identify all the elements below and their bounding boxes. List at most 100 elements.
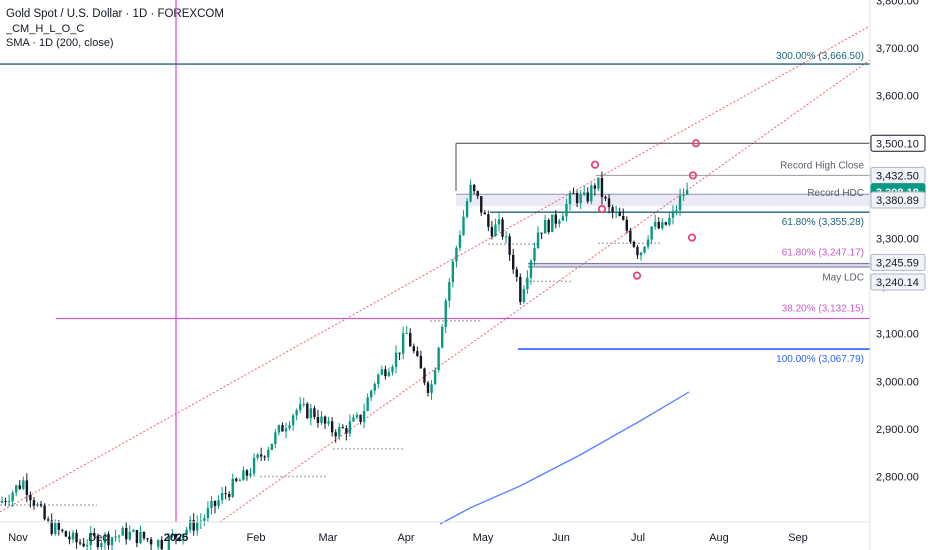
candle-body	[480, 196, 483, 213]
price-tag	[870, 253, 926, 271]
candle-body	[472, 184, 476, 192]
candle-body	[636, 246, 639, 256]
candle-body	[441, 326, 444, 348]
candle-body	[284, 428, 288, 432]
candle-body	[433, 370, 437, 385]
record-hdc-zone	[456, 194, 870, 207]
candle-body	[242, 470, 245, 481]
x-tick-label: Mar	[319, 532, 338, 544]
candle-body	[575, 193, 579, 204]
candle-body	[149, 539, 153, 545]
candle-body	[75, 532, 78, 543]
candle-body	[622, 216, 625, 220]
candle-body	[685, 189, 689, 195]
candle-body	[625, 219, 628, 231]
candle-body	[394, 352, 398, 367]
candle-body	[448, 282, 451, 301]
candle-body	[345, 428, 348, 434]
candle-body	[114, 536, 117, 538]
candle-body	[501, 219, 504, 237]
candle-body	[313, 408, 316, 418]
candle-body	[338, 427, 341, 437]
candle-body	[519, 276, 522, 303]
level-label: 61.80% (3,355.28)	[782, 217, 864, 228]
candle-body	[281, 425, 284, 432]
candle-body	[121, 527, 124, 536]
candle-body	[256, 454, 259, 458]
candle-body	[96, 535, 100, 547]
candle-body	[561, 216, 565, 221]
candle-body	[11, 492, 14, 502]
candle-body	[100, 543, 103, 547]
candle-body	[362, 410, 366, 422]
candle-body	[135, 530, 139, 544]
candle-body	[29, 494, 32, 501]
candle-body	[86, 545, 89, 547]
candle-body	[380, 369, 384, 375]
candle-body	[558, 220, 561, 224]
candle-body	[4, 501, 7, 503]
candle-body	[654, 222, 657, 227]
candle-body	[444, 300, 447, 327]
candle-body	[288, 425, 291, 429]
candle-body	[306, 403, 309, 419]
candle-body	[352, 417, 355, 422]
candle-body	[458, 235, 462, 248]
candle-body	[565, 203, 568, 217]
candle-body	[316, 417, 320, 423]
candle-body	[238, 480, 242, 482]
candle-body	[529, 260, 533, 278]
candle-body	[490, 226, 494, 237]
y-tick-label: 3,600.00	[876, 91, 919, 103]
candle-body	[117, 535, 121, 537]
candle-body	[57, 523, 60, 530]
candle-body	[277, 425, 281, 433]
candle-body	[614, 212, 618, 214]
candle-body	[512, 254, 515, 270]
candle-body	[291, 415, 295, 426]
candle-body	[185, 529, 188, 535]
x-tick-label: Jun	[552, 532, 570, 544]
indicator-label-sma: SMA · 1D (200, close)	[6, 37, 114, 49]
candle-body	[536, 232, 540, 249]
candle-body	[15, 485, 18, 493]
candle-body	[682, 194, 685, 196]
candle-body	[110, 537, 114, 546]
candle-body	[391, 366, 394, 373]
candle-body	[476, 191, 479, 197]
candle-body	[430, 384, 433, 393]
candle-body	[593, 185, 597, 189]
candle-body	[387, 372, 391, 377]
candle-body	[465, 201, 469, 217]
candle-body	[547, 219, 550, 233]
y-tick-label: 2,800.00	[876, 472, 919, 484]
candle-body	[419, 355, 423, 369]
candle-body	[586, 192, 589, 202]
candle-body	[54, 523, 57, 534]
candle-body	[668, 217, 671, 225]
candle-body	[416, 351, 419, 356]
candle-body	[171, 534, 174, 536]
pivot-marker-circle	[590, 160, 600, 169]
candle-body	[82, 543, 85, 547]
candle-body	[469, 184, 472, 202]
candle-body	[295, 410, 298, 416]
price-tag-label: 3,432.50	[876, 170, 919, 182]
candle-body	[497, 219, 501, 225]
y-tick-label: 3,000.00	[876, 376, 919, 388]
candle-body	[167, 535, 171, 550]
candle-body	[597, 178, 600, 189]
candle-body	[657, 222, 660, 229]
channel-lower-line	[219, 59, 871, 523]
price-tag	[870, 191, 926, 209]
level-label: 61.80% (3,247.17)	[782, 248, 864, 259]
candle-body	[522, 289, 526, 303]
candle-body	[487, 214, 490, 227]
candle-body	[299, 404, 302, 411]
candle-body	[132, 530, 135, 532]
indicator-label-hloc: _CM_H_L_O_C	[6, 23, 85, 35]
candle-body	[455, 247, 458, 262]
candle-body	[370, 390, 373, 398]
candle-body	[664, 222, 668, 225]
